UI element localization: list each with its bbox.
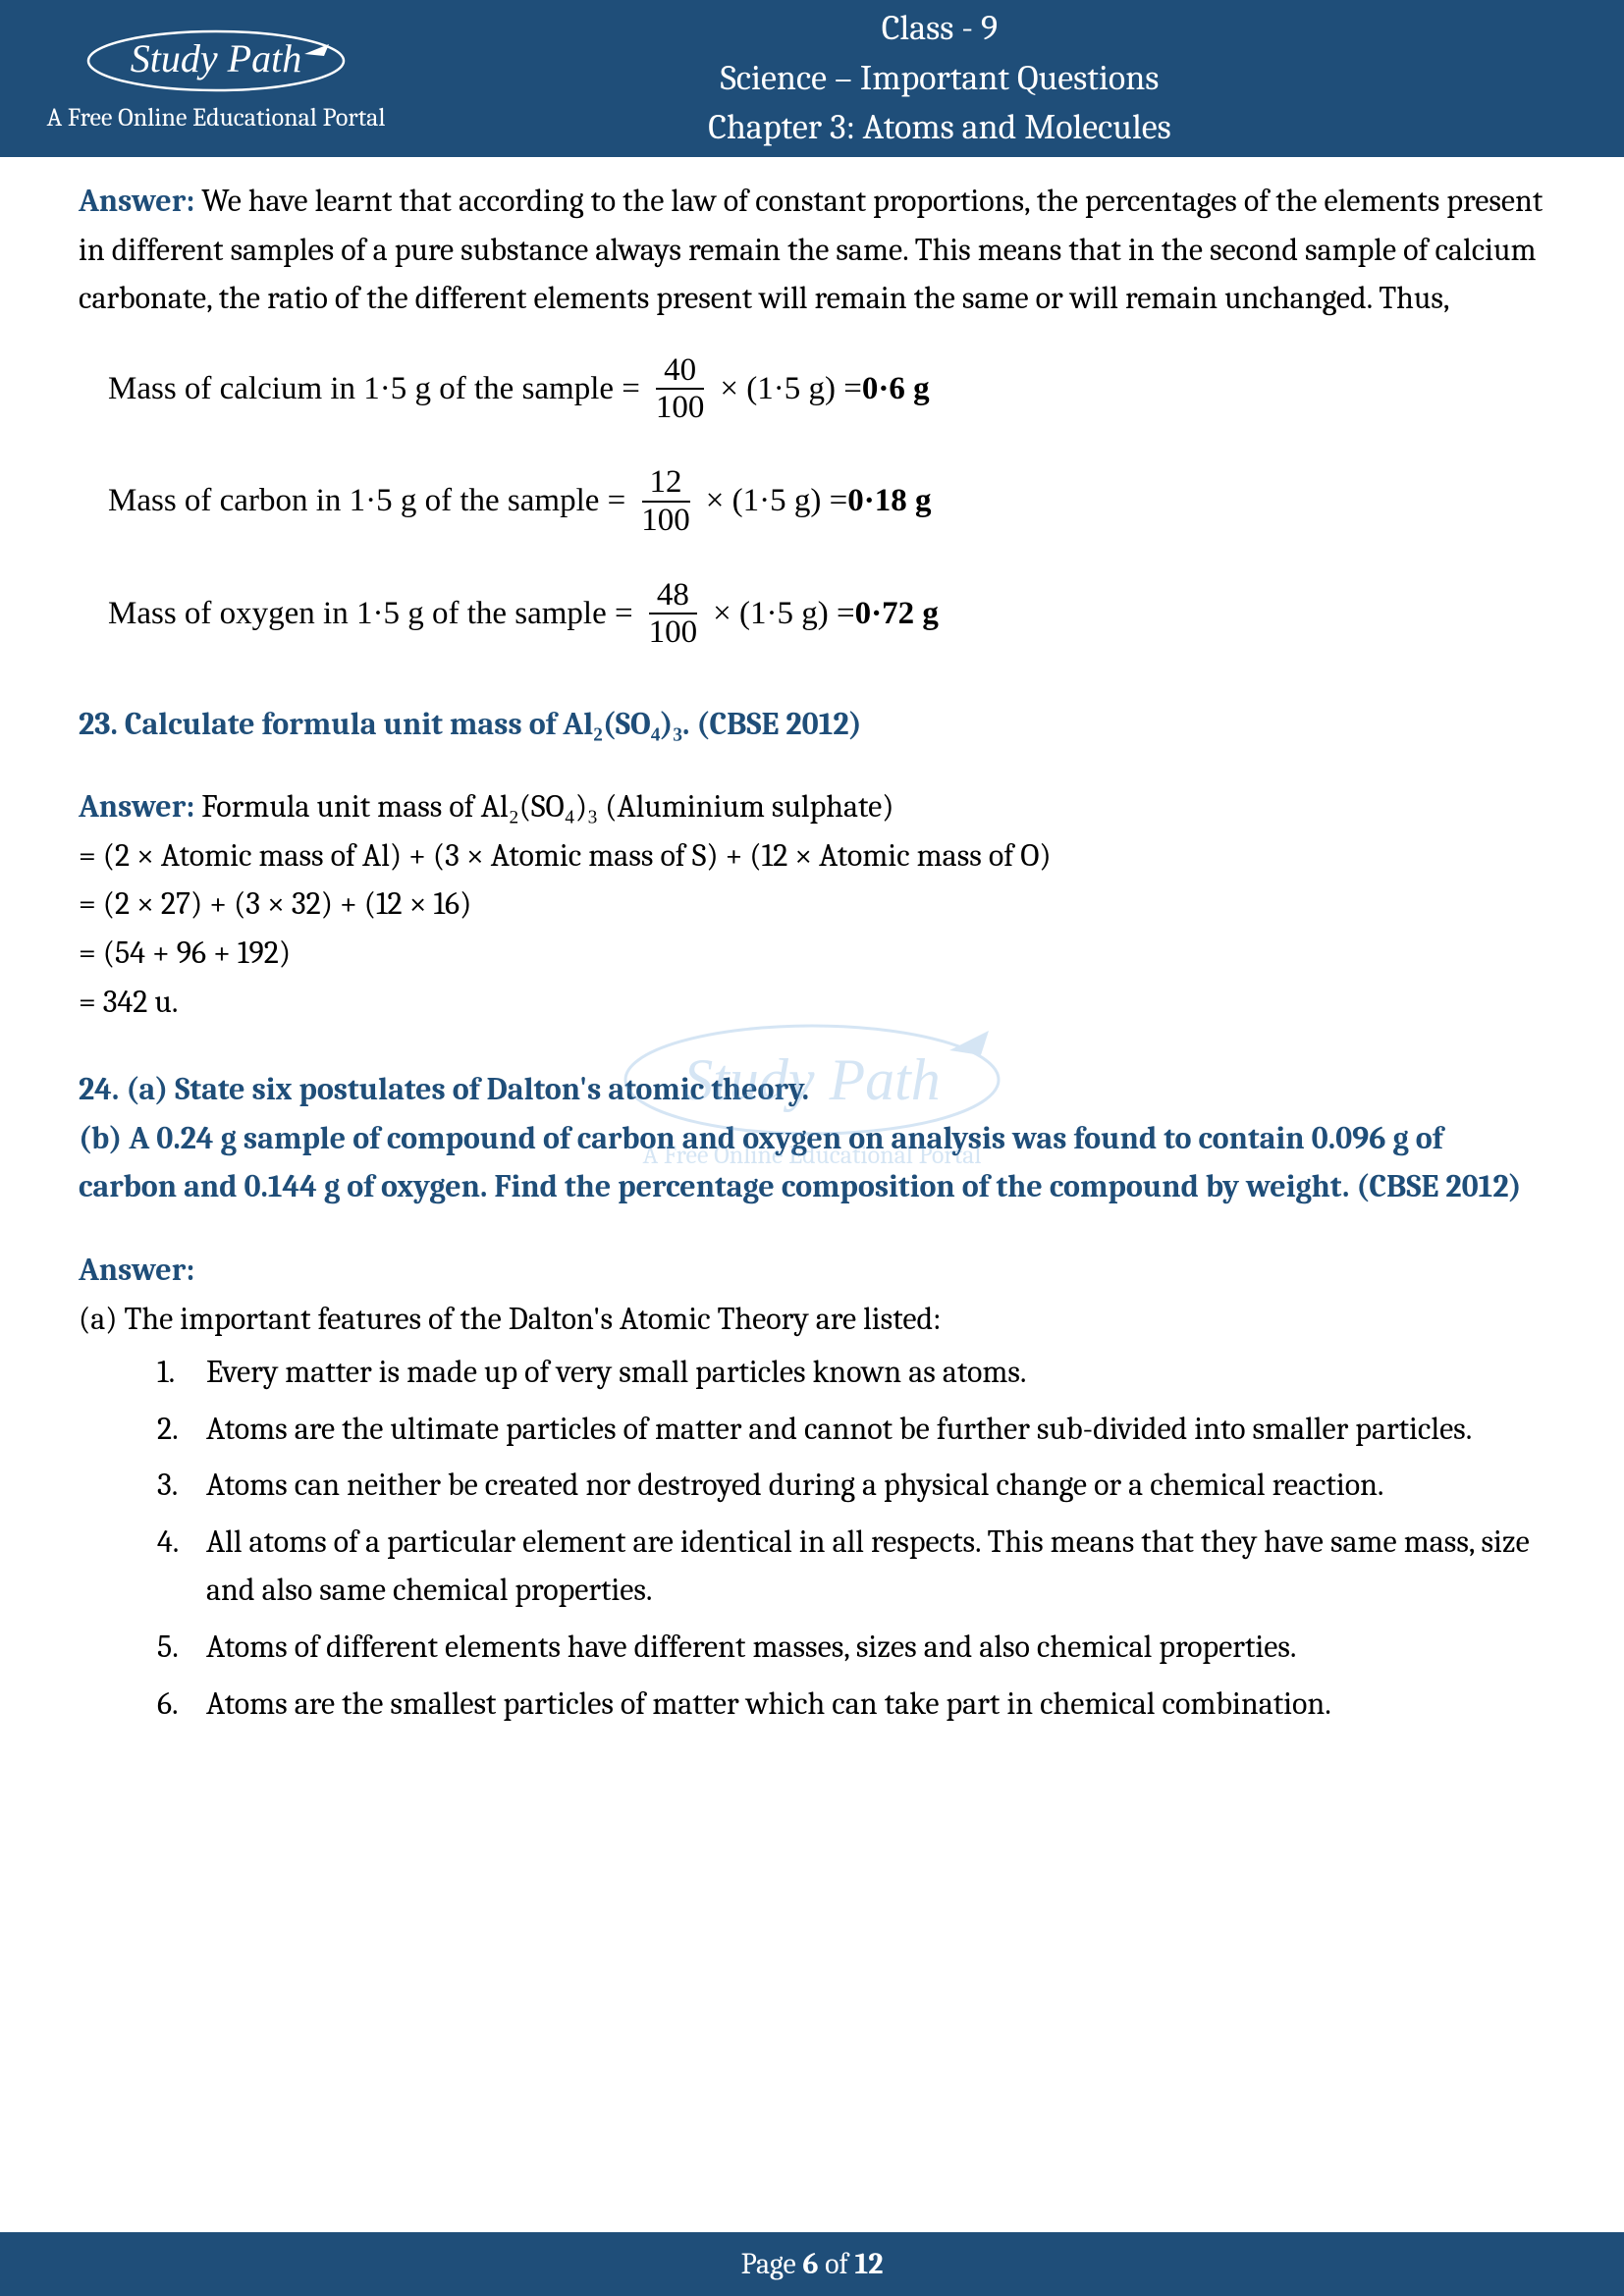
answer-22-block: Answer: We have learnt that according to…	[79, 177, 1545, 323]
page-content: Answer: We have learnt that according to…	[0, 157, 1624, 1728]
list-item: 1.Every matter is made up of very small …	[157, 1348, 1545, 1397]
equation-carbon: Mass of carbon in 1·5 g of the sample = …	[108, 464, 1545, 538]
q24-intro: (a) The important features of the Dalton…	[79, 1295, 1545, 1344]
fraction: 12100	[633, 464, 698, 538]
list-item: 6.Atoms are the smallest particles of ma…	[157, 1680, 1545, 1729]
logo-tagline: A Free Online Educational Portal	[29, 103, 403, 133]
fraction: 48100	[641, 577, 706, 651]
list-item: 2.Atoms are the ultimate particles of ma…	[157, 1405, 1545, 1454]
list-item: 5.Atoms of different elements have diffe…	[157, 1623, 1545, 1672]
answer-label: Answer:	[79, 788, 194, 825]
q24-heading: 24. (a) State six postulates of Dalton's…	[79, 1065, 1545, 1211]
equation-oxygen: Mass of oxygen in 1·5 g of the sample = …	[108, 577, 1545, 651]
chapter-line: Chapter 3: Atoms and Molecules	[403, 103, 1477, 152]
list-item: 3.Atoms can neither be created nor destr…	[157, 1461, 1545, 1510]
q23-heading: 23. Calculate formula unit mass of Al₂(S…	[79, 700, 1545, 749]
subject-line: Science – Important Questions	[403, 54, 1477, 103]
class-line: Class - 9	[403, 4, 1477, 53]
page-footer: Page 6 of 12	[0, 2232, 1624, 2296]
answer-label: Answer:	[79, 183, 194, 219]
list-item: 4.All atoms of a particular element are …	[157, 1518, 1545, 1615]
answer-22-text: We have learnt that according to the law…	[79, 183, 1543, 316]
q23-answer: Answer: Formula unit mass of Al₂(SO₄)₃ (…	[79, 782, 1545, 1026]
logo-section: Study Path A Free Online Educational Por…	[29, 25, 403, 133]
fraction: 40100	[648, 352, 713, 426]
page-header: Study Path A Free Online Educational Por…	[0, 0, 1624, 157]
q24-answer: Answer: (a) The important features of th…	[79, 1246, 1545, 1728]
svg-text:Study Path: Study Path	[131, 36, 301, 80]
equation-calcium: Mass of calcium in 1·5 g of the sample =…	[108, 352, 1545, 426]
answer-label: Answer:	[79, 1246, 1545, 1295]
header-title-block: Class - 9 Science – Important Questions …	[403, 4, 1477, 152]
study-path-logo: Study Path	[79, 25, 353, 98]
dalton-postulates-list: 1.Every matter is made up of very small …	[157, 1348, 1545, 1728]
equations-block: Mass of calcium in 1·5 g of the sample =…	[108, 352, 1545, 651]
